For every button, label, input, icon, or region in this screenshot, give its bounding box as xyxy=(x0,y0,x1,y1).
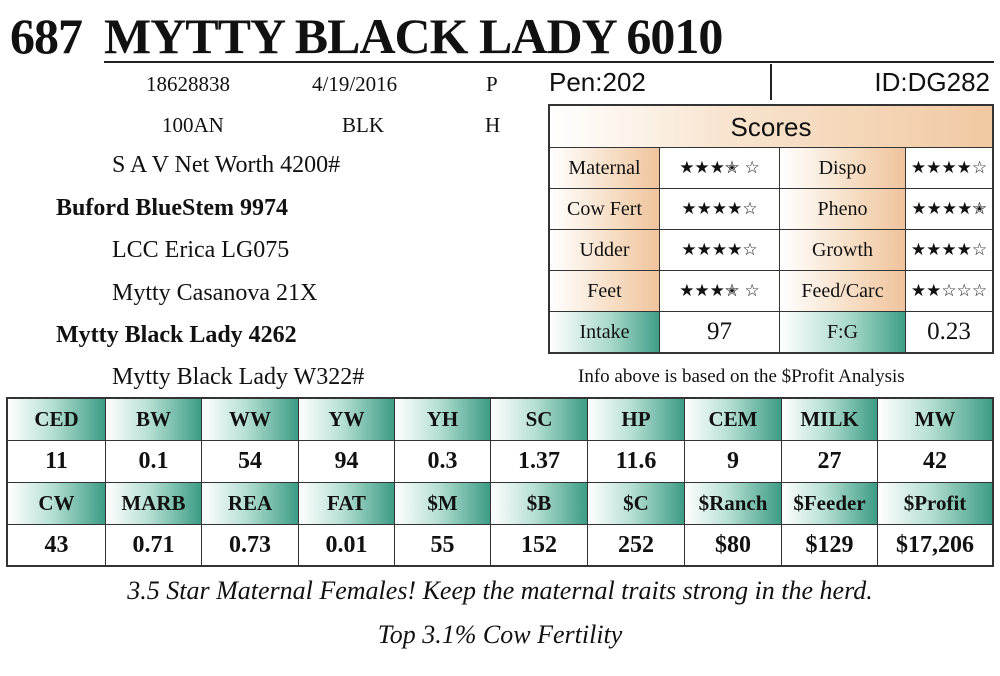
score-label-dispo: Dispo xyxy=(780,148,906,188)
pen-id-divider xyxy=(770,64,772,100)
score-stars-feet: ★★★✭ ☆ xyxy=(660,271,780,311)
score-stars-pheno: ★★★★✭ xyxy=(911,199,987,219)
epd-header-b: $B xyxy=(491,483,588,524)
epd-value-marb: 0.71 xyxy=(106,525,202,565)
epd-header-m: $M xyxy=(395,483,491,524)
epd-header-mw: MW xyxy=(878,399,992,440)
score-label-intake: Intake xyxy=(550,312,660,352)
lot-number: 687 xyxy=(10,8,83,64)
breed-percentage: 100AN xyxy=(162,113,224,137)
epd-value-ranch: $80 xyxy=(685,525,782,565)
epd-header-hp: HP xyxy=(588,399,685,440)
pedigree-sire-dam: LCC Erica LG075 xyxy=(112,237,290,263)
epd-header-c: $C xyxy=(588,483,685,524)
epd-value-rea: 0.73 xyxy=(202,525,299,565)
epd-value-ww: 54 xyxy=(202,441,299,482)
epd-header-row-2: CW MARB REA FAT $M $B $C $Ranch $Feeder … xyxy=(8,483,992,525)
epd-header-ww: WW xyxy=(202,399,299,440)
epd-value-milk: 27 xyxy=(782,441,878,482)
epd-value-mw: 42 xyxy=(878,441,992,482)
epd-table: CED BW WW YW YH SC HP CEM MILK MW 11 0.1… xyxy=(6,397,994,567)
epd-value-fat: 0.01 xyxy=(299,525,395,565)
score-row-feet: Feet ★★★✭ ☆ Feed/Carc ★★☆☆☆ xyxy=(550,271,992,312)
pedigree-dam-dam: Mytty Black Lady W322# xyxy=(112,364,365,390)
footer-line-1: 3.5 Star Maternal Females! Keep the mate… xyxy=(127,576,873,605)
pen-label: Pen:202 xyxy=(549,67,646,97)
epd-header-ced: CED xyxy=(8,399,106,440)
epd-header-cem: CEM xyxy=(685,399,782,440)
epd-header-rea: REA xyxy=(202,483,299,524)
epd-value-c: 252 xyxy=(588,525,685,565)
epd-value-cem: 9 xyxy=(685,441,782,482)
pedigree-sire-sire: S A V Net Worth 4200# xyxy=(112,152,341,178)
score-row-cow-fert: Cow Fert ★★★★☆ Pheno ★★★★✭ xyxy=(550,189,992,230)
profit-analysis-note: Info above is based on the $Profit Analy… xyxy=(578,366,905,387)
epd-value-m: 55 xyxy=(395,525,491,565)
epd-header-profit: $Profit xyxy=(878,483,992,524)
pedigree-dam: Mytty Black Lady 4262 xyxy=(56,322,297,348)
score-row-maternal: Maternal ★★★✭ ☆ Dispo ★★★★☆ xyxy=(550,148,992,189)
epd-value-hp: 11.6 xyxy=(588,441,685,482)
epd-value-ced: 11 xyxy=(8,441,106,482)
epd-value-sc: 1.37 xyxy=(491,441,588,482)
scores-title: Scores xyxy=(550,106,992,148)
epd-value-b: 152 xyxy=(491,525,588,565)
polled-code: P xyxy=(486,72,498,96)
footer-line-2: Top 3.1% Cow Fertility xyxy=(377,620,623,649)
epd-value-yh: 0.3 xyxy=(395,441,491,482)
epd-header-bw: BW xyxy=(106,399,202,440)
epd-value-cw: 43 xyxy=(8,525,106,565)
epd-value-feeder: $129 xyxy=(782,525,878,565)
score-label-feet: Feet xyxy=(550,271,660,311)
epd-header-marb: MARB xyxy=(106,483,202,524)
score-row-udder: Udder ★★★★☆ Growth ★★★★☆ xyxy=(550,230,992,271)
epd-header-yh: YH xyxy=(395,399,491,440)
score-stars-cow-fert: ★★★★☆ xyxy=(660,189,780,229)
pedigree-sire: Buford BlueStem 9974 xyxy=(56,195,289,221)
scores-table: Scores Maternal ★★★✭ ☆ Dispo ★★★★☆ Cow F… xyxy=(548,104,994,354)
epd-header-ranch: $Ranch xyxy=(685,483,782,524)
epd-header-fat: FAT xyxy=(299,483,395,524)
epd-header-sc: SC xyxy=(491,399,588,440)
epd-value-yw: 94 xyxy=(299,441,395,482)
birth-date: 4/19/2016 xyxy=(312,72,398,96)
epd-value-profit: $17,206 xyxy=(878,525,992,565)
score-stars-dispo: ★★★★☆ xyxy=(910,158,988,178)
score-label-udder: Udder xyxy=(550,230,660,270)
score-stars-maternal: ★★★✭ ☆ xyxy=(660,148,780,188)
score-label-pheno: Pheno xyxy=(780,189,906,229)
epd-value-row-2: 43 0.71 0.73 0.01 55 152 252 $80 $129 $1… xyxy=(8,525,992,565)
color-code: BLK xyxy=(342,113,384,137)
id-label: ID:DG282 xyxy=(874,67,990,97)
score-stars-growth: ★★★★☆ xyxy=(910,240,988,260)
score-label-fg: F:G xyxy=(780,312,906,352)
score-value-intake: 97 xyxy=(660,312,780,352)
score-label-feed-carc: Feed/Carc xyxy=(780,271,906,311)
score-value-fg: 0.23 xyxy=(927,318,971,345)
epd-header-cw: CW xyxy=(8,483,106,524)
animal-name: MYTTY BLACK LADY 6010 xyxy=(104,8,723,64)
epd-value-bw: 0.1 xyxy=(106,441,202,482)
score-stars-udder: ★★★★☆ xyxy=(660,230,780,270)
sex-code: H xyxy=(485,113,501,137)
score-row-intake: Intake 97 F:G 0.23 xyxy=(550,312,992,352)
pedigree-dam-sire: Mytty Casanova 21X xyxy=(112,280,318,306)
epd-value-row-1: 11 0.1 54 94 0.3 1.37 11.6 9 27 42 xyxy=(8,441,992,483)
title-rule xyxy=(104,61,994,63)
epd-header-feeder: $Feeder xyxy=(782,483,878,524)
score-label-growth: Growth xyxy=(780,230,906,270)
epd-header-row-1: CED BW WW YW YH SC HP CEM MILK MW xyxy=(8,399,992,441)
epd-header-milk: MILK xyxy=(782,399,878,440)
epd-header-yw: YW xyxy=(299,399,395,440)
registration-number: 18628838 xyxy=(146,72,230,96)
score-label-maternal: Maternal xyxy=(550,148,660,188)
score-stars-feed-carc: ★★☆☆☆ xyxy=(910,281,988,301)
score-label-cow-fert: Cow Fert xyxy=(550,189,660,229)
